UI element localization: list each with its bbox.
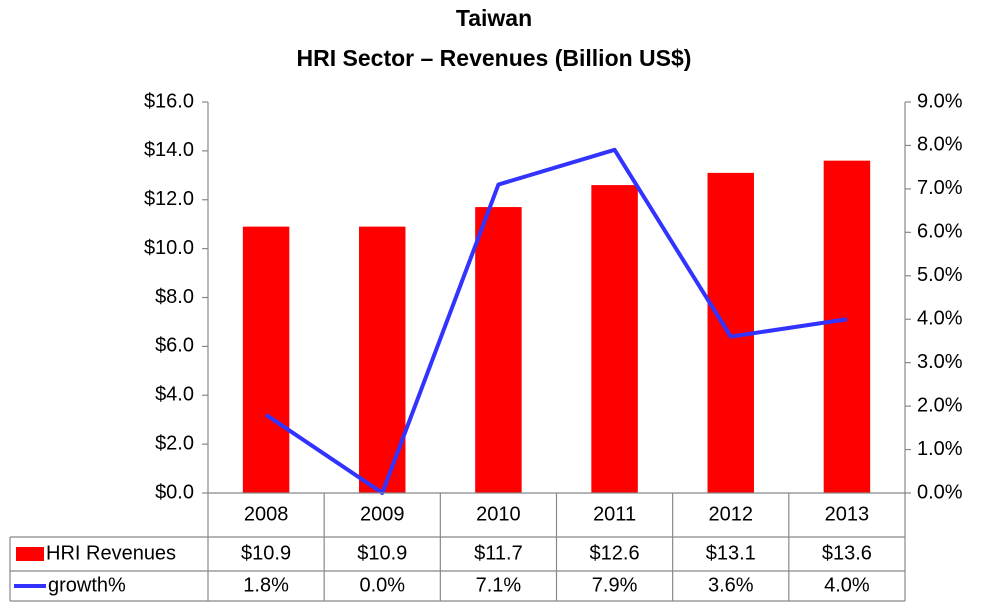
y-tick-label: $2.0 bbox=[155, 432, 194, 454]
y2-tick-label: 2.0% bbox=[917, 394, 963, 416]
line bbox=[264, 147, 848, 495]
legend-swatch bbox=[16, 547, 44, 561]
data-label: 7.9% bbox=[592, 574, 638, 596]
y2-tick-label: 5.0% bbox=[917, 264, 963, 286]
y-tick-label: $10.0 bbox=[144, 237, 194, 259]
legend-label: HRI Revenues bbox=[46, 542, 176, 564]
chart-subtitle: HRI Sector – Revenues (Billion US$) bbox=[297, 45, 692, 71]
bar bbox=[823, 160, 871, 493]
data-label: 7.1% bbox=[476, 574, 522, 596]
data-label: $12.6 bbox=[590, 542, 640, 564]
data-label: 3.6% bbox=[708, 574, 754, 596]
x-tick-label: 2008 bbox=[244, 503, 289, 525]
chart-title: Taiwan bbox=[456, 5, 532, 31]
y2-tick-label: 3.0% bbox=[917, 351, 963, 373]
x-tick-label: 2013 bbox=[825, 503, 870, 525]
data-label: $13.1 bbox=[706, 542, 756, 564]
data-label: 1.8% bbox=[243, 574, 289, 596]
x-tick-label: 2012 bbox=[709, 503, 754, 525]
data-label: 0.0% bbox=[359, 574, 405, 596]
y-tick-label: $14.0 bbox=[144, 139, 194, 161]
y2-tick-label: 4.0% bbox=[917, 308, 963, 330]
bar bbox=[242, 226, 290, 493]
x-tick-label: 2011 bbox=[593, 503, 636, 525]
y2-tick-label: 6.0% bbox=[917, 221, 963, 243]
data-label: $10.9 bbox=[357, 542, 407, 564]
y-tick-label: $8.0 bbox=[155, 286, 194, 308]
legend-label: growth% bbox=[48, 574, 126, 596]
y2-tick-label: 7.0% bbox=[917, 177, 963, 199]
y-tick-label: $4.0 bbox=[155, 384, 194, 406]
y-tick-label: $12.0 bbox=[144, 188, 194, 210]
y-tick-label: $16.0 bbox=[144, 90, 194, 112]
bar bbox=[591, 185, 638, 493]
data-label: $10.9 bbox=[241, 542, 291, 564]
bar bbox=[475, 207, 522, 494]
y2-tick-label: 1.0% bbox=[917, 438, 963, 460]
y2-tick-label: 8.0% bbox=[917, 134, 963, 156]
data-label: $13.6 bbox=[822, 542, 872, 564]
data-label: 4.0% bbox=[824, 574, 870, 596]
y-tick-label: $0.0 bbox=[155, 481, 194, 503]
y2-tick-label: 0.0% bbox=[917, 481, 963, 503]
y2-tick-label: 9.0% bbox=[917, 90, 963, 112]
y-tick-label: $6.0 bbox=[155, 335, 194, 357]
data-label: $11.7 bbox=[474, 542, 523, 564]
x-tick-label: 2009 bbox=[360, 503, 405, 525]
x-tick-label: 2010 bbox=[476, 503, 521, 525]
